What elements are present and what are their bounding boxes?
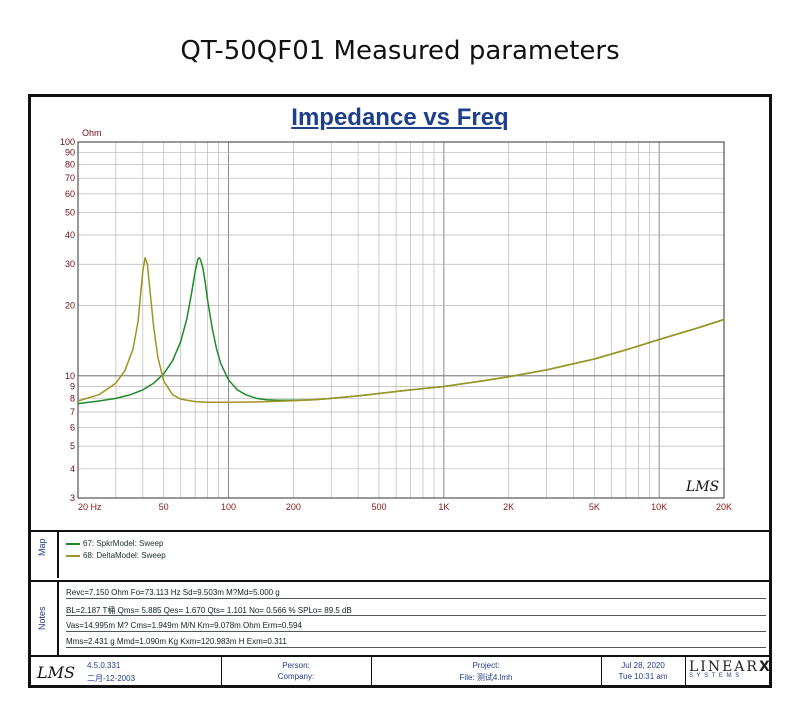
lms-watermark: LMS: [685, 479, 719, 495]
note-line: Vas=14.995m M? Cms=1.949m M/N Km=9.078m …: [66, 621, 302, 630]
y-tick-label-8: 20: [65, 300, 75, 310]
legend-swatch-olive: [66, 554, 80, 557]
series-line-1: [77, 256, 725, 404]
footer-datetime-cell: Jul 28, 2020 Tue 10:31 am: [601, 657, 686, 687]
series-line-0: [77, 256, 725, 405]
x-tick-label-4: 500: [372, 502, 387, 512]
map-label: Map: [37, 538, 47, 556]
chart-series: [77, 256, 725, 405]
y-tick-label-0: 100: [60, 137, 75, 147]
linearx-logo: LINEARX S Y S T E M S: [689, 659, 772, 685]
y-tick-label-16: 3: [70, 493, 75, 503]
x-tick-label-1: 50: [159, 502, 169, 512]
x-tick-label-3: 200: [286, 502, 301, 512]
legend-item-delta-model: 68: DeltaModel: Sweep: [66, 551, 166, 560]
note-rule: [66, 598, 766, 599]
chart-grid: [77, 141, 725, 499]
x-tick-label-2: 100: [221, 502, 236, 512]
x-tick-label-9: 20K: [716, 502, 732, 512]
y-tick-label-11: 8: [70, 393, 75, 403]
lms-logo: LMS: [37, 663, 75, 682]
legend-swatch-green: [66, 542, 80, 545]
x-tick-label-6: 2K: [503, 502, 514, 512]
note-line: BL=2.187 T桶 Qms= 5.885 Qes= 1.670 Qts= 1…: [66, 606, 352, 615]
run-time: Tue 10:31 am: [618, 672, 668, 681]
x-tick-labels: 20 Hz 50 100 200 500 1K 2K 5K 10K 20K: [78, 502, 732, 512]
y-tick-label-1: 90: [65, 148, 75, 158]
x-tick-label-0: 20 Hz: [78, 502, 102, 512]
run-date: Jul 28, 2020: [621, 661, 665, 670]
brand-sub: S Y S T E M S: [689, 673, 741, 679]
map-section: [31, 530, 769, 582]
y-tick-label-12: 7: [70, 407, 75, 417]
y-tick-label-2: 80: [65, 160, 75, 170]
brand-text: LINEAR: [689, 659, 759, 675]
plot-border: [77, 141, 725, 499]
y-tick-label-9: 10: [65, 371, 75, 381]
page-title: QT-50QF01 Measured parameters: [180, 36, 620, 66]
note-rule: [66, 647, 766, 648]
map-label-column: [31, 532, 59, 578]
report-frame: [28, 94, 772, 688]
note-rule: [66, 631, 766, 632]
footer-bar: LMS 4.5.0.331 二月-12-2003 Person: Company…: [31, 655, 772, 687]
y-tick-label-7: 30: [65, 259, 75, 269]
y-tick-label-4: 60: [65, 189, 75, 199]
notes-label: Notes: [37, 606, 47, 630]
note-rule: [66, 615, 766, 616]
project-label: Project:: [472, 661, 500, 670]
company-label: Company:: [277, 672, 315, 681]
footer-version-cell: LMS 4.5.0.331 二月-12-2003: [31, 657, 222, 687]
legend-item-spkr-model: 67: SpkrModel: Sweep: [66, 539, 164, 548]
footer-project-cell: Project: File: 测试4.lmh: [371, 657, 602, 687]
legend-label: 67: SpkrModel: Sweep: [83, 539, 164, 548]
x-tick-label-8: 10K: [651, 502, 667, 512]
x-tick-label-5: 1K: [438, 502, 449, 512]
note-line: Revc=7.150 Ohm Fo=73.113 Hz Sd=9.503m M?…: [66, 588, 280, 597]
version-text: 4.5.0.331: [87, 661, 121, 670]
y-tick-label-10: 9: [70, 381, 75, 391]
file-label: File: 测试4.lmh: [459, 673, 513, 682]
y-tick-label-5: 50: [65, 207, 75, 217]
note-line: Mms=2.431 g Mmd=1.090m Kg Kxm=120.983m H…: [66, 637, 287, 646]
y-tick-label-14: 5: [70, 441, 75, 451]
brand-x: X: [758, 659, 772, 675]
y-tick-label-6: 40: [65, 230, 75, 240]
y-axis-unit: Ohm: [82, 128, 102, 138]
y-tick-label-3: 70: [65, 173, 75, 183]
y-tick-label-13: 6: [70, 423, 75, 433]
y-tick-label-15: 4: [70, 464, 75, 474]
x-tick-label-7: 5K: [589, 502, 600, 512]
chart-title: Impedance vs Freq: [291, 104, 509, 131]
notes-label-column: [31, 580, 59, 655]
legend-label: 68: DeltaModel: Sweep: [83, 551, 166, 560]
footer-person-cell: Person: Company:: [221, 657, 372, 687]
version-date: 二月-12-2003: [87, 674, 136, 683]
person-label: Person:: [282, 661, 310, 670]
